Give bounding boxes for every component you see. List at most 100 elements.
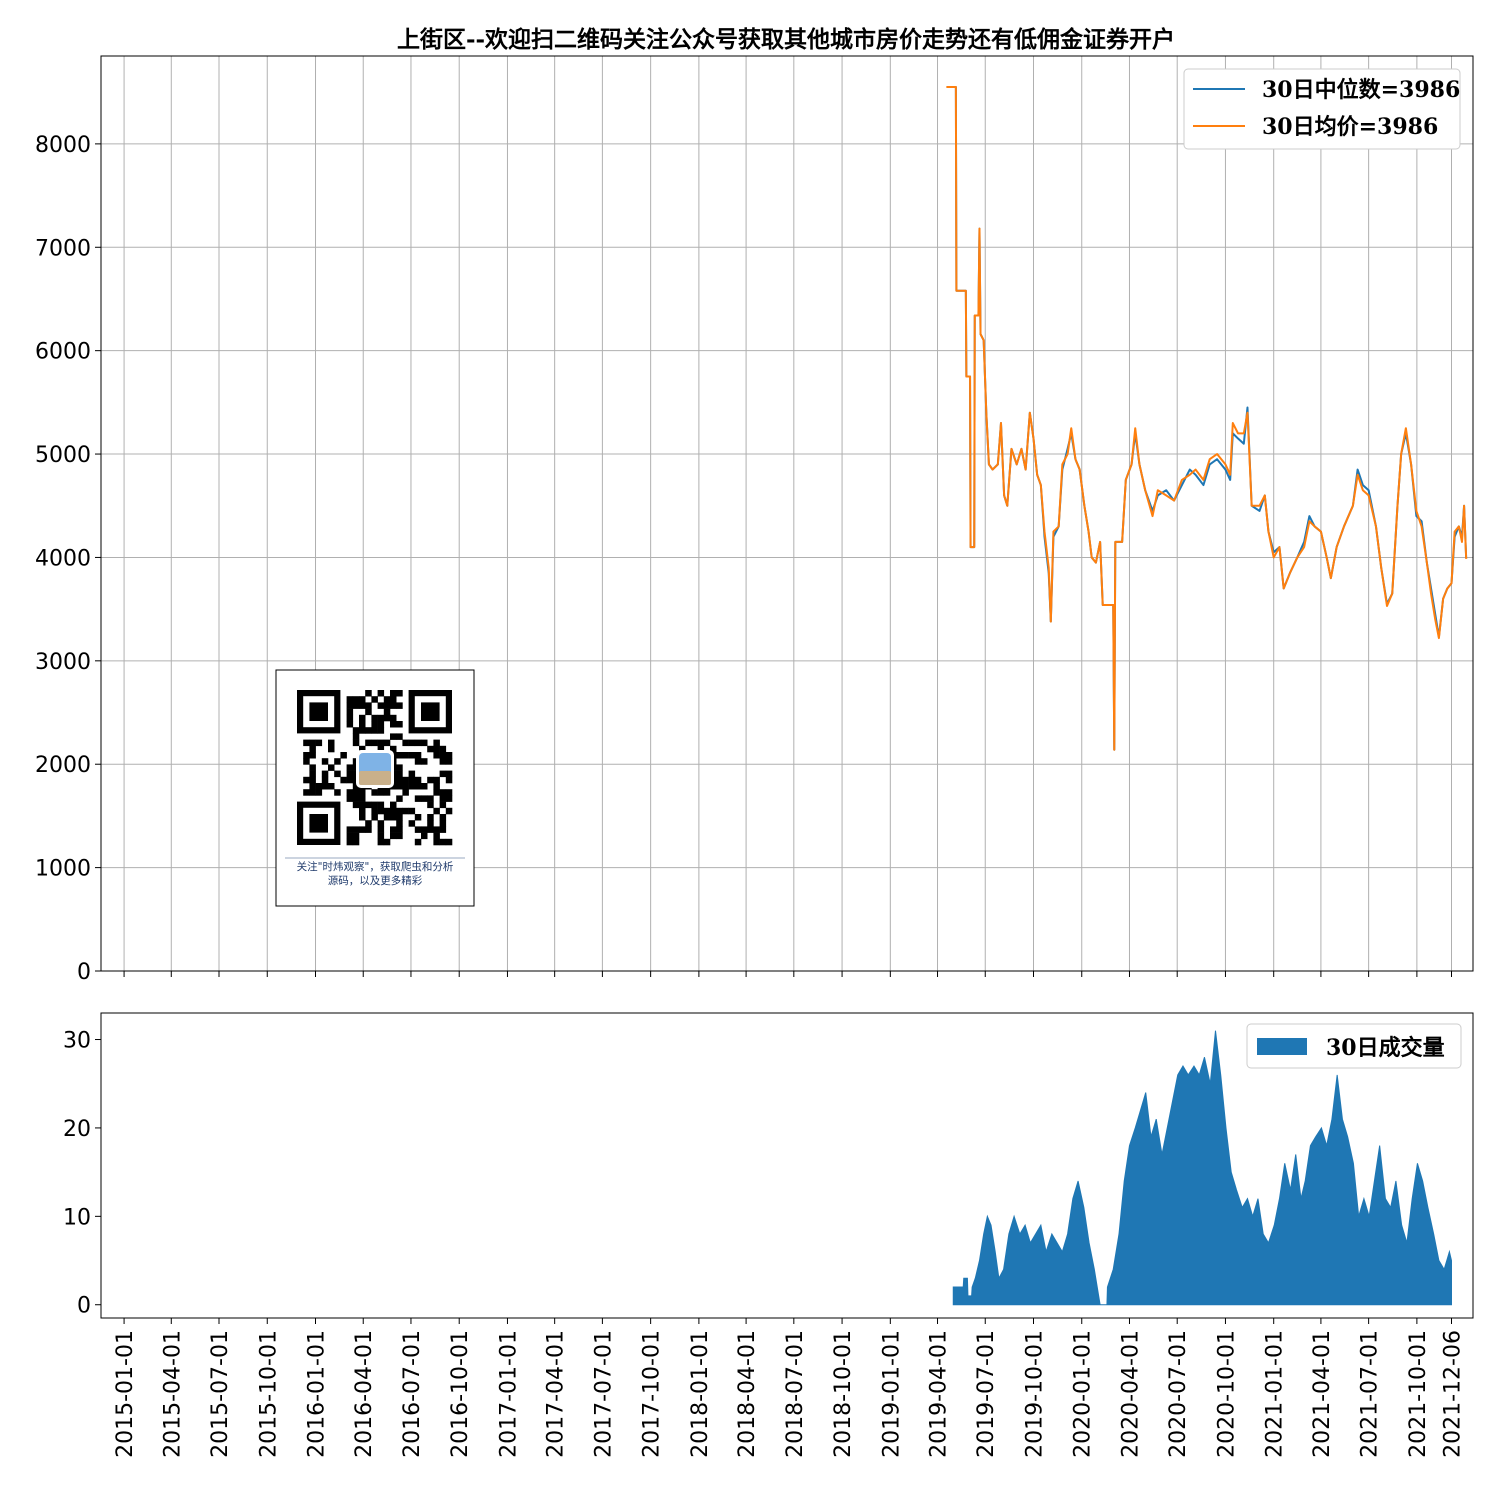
qr-module [439,826,447,833]
qr-module [390,807,397,815]
bottom-x-tick-label: 2019-04-01 [927,1330,952,1458]
qr-module [359,814,366,821]
bottom-x-tick-label: 2017-10-01 [640,1330,665,1458]
qr-module [303,752,310,759]
qr-module [371,801,378,809]
qr-module [309,739,316,747]
bottom-plot-frame [100,1012,1474,1319]
bottom-x-tick-label: 2015-07-01 [208,1330,233,1458]
qr-module [433,789,440,796]
qr-module [414,814,422,821]
qr-module [402,752,409,759]
qr-module [377,820,385,827]
bottom-x-tick-label: 2019-10-01 [1022,1330,1047,1458]
qr-module [433,832,440,840]
qr-module [421,758,428,765]
qr-module [371,696,378,703]
bottom-y-tick-label: 0 [77,1294,91,1319]
bottom-x-tick-label: 2015-10-01 [256,1330,281,1458]
qr-module [414,838,422,846]
bottom-x-tick-label: 2021-01-01 [1263,1330,1288,1458]
qr-module [383,814,391,821]
qr-module [427,820,434,827]
qr-module [396,733,403,740]
qr-module [445,752,453,759]
qr-module [390,733,397,740]
qr-module [371,714,378,722]
qr-module [383,696,391,703]
qr-module [439,801,447,809]
qr-module [377,739,385,747]
bottom-x-axis: 2015-01-01 2015-04-01 2015-07-01 2015-10-01… [113,1318,1465,1458]
qr-module [309,776,316,784]
qr-module [396,776,403,784]
qr-module [402,739,409,747]
qr-module [402,807,409,815]
qr-module [352,832,360,840]
qr-module [383,714,391,722]
top-plot-frame [100,55,1474,972]
qr-module [439,770,447,778]
qr-module [352,696,360,703]
bottom-x-tick-label: 2018-04-01 [735,1330,760,1458]
qr-module [365,708,372,716]
qr-module [359,826,366,833]
qr-module [321,783,329,790]
qr-module [433,776,440,784]
qr-module [414,758,422,765]
qr-module [427,795,434,802]
chart-title: 上街区--欢迎扫二维码关注公众号获取其他城市房价走势还有低佣金证券开户 [397,26,1175,53]
qr-module [377,702,385,709]
bottom-x-tick-label: 2016-10-01 [448,1330,473,1458]
top-y-tick-label: 3000 [35,650,91,675]
top-y-tick-label: 8000 [35,133,91,158]
qr-module [396,690,403,697]
bottom-x-tick-label: 2016-01-01 [305,1330,330,1458]
bottom-x-tick-label: 2017-07-01 [591,1330,616,1458]
qr-module [315,739,323,747]
qr-module [346,826,354,833]
qr-module [359,727,366,734]
qr-module [309,783,316,790]
qr-module [421,739,428,747]
qr-module [414,739,422,747]
bottom-x-tick-label: 2016-04-01 [352,1330,377,1458]
qr-module [328,739,335,747]
qr-module [402,776,409,784]
qr-module [359,801,366,809]
qr-module [303,739,310,747]
qr-module [433,783,440,790]
bottom-y-tick-label: 30 [63,1029,91,1054]
qr-module [402,783,409,790]
qr-module [303,758,310,765]
qr-module [359,807,366,815]
bottom-x-tick-label: 2020-01-01 [1071,1330,1096,1458]
qr-module [315,789,323,796]
qr-module [309,745,316,753]
qr-module [408,752,416,759]
qr-module [439,758,447,765]
qr-module [383,789,391,796]
qr-module [334,789,341,796]
qr-module [346,764,354,771]
qr-module [321,758,329,765]
top-y-axis: 0 1000 2000 3000 4000 5000 6000 7000 8000 [35,133,101,985]
qr-module [371,739,378,747]
qr-module [359,745,366,753]
qr-module [445,789,453,796]
qr-module [334,758,341,765]
qr-module [396,795,403,802]
top-legend: 30日中位数=3986 30日均价=3986 [1183,68,1461,150]
qr-module [390,814,397,821]
qr-module [433,745,440,753]
qr-module [383,807,391,815]
qr-module [352,801,360,809]
qr-module [321,776,329,784]
qr-module [445,807,453,815]
legend-label-median: 30日中位数=3986 [1262,77,1460,103]
qr-module [359,696,366,703]
qr-module [396,752,403,759]
qr-module [414,776,422,784]
qr-module [309,789,316,796]
